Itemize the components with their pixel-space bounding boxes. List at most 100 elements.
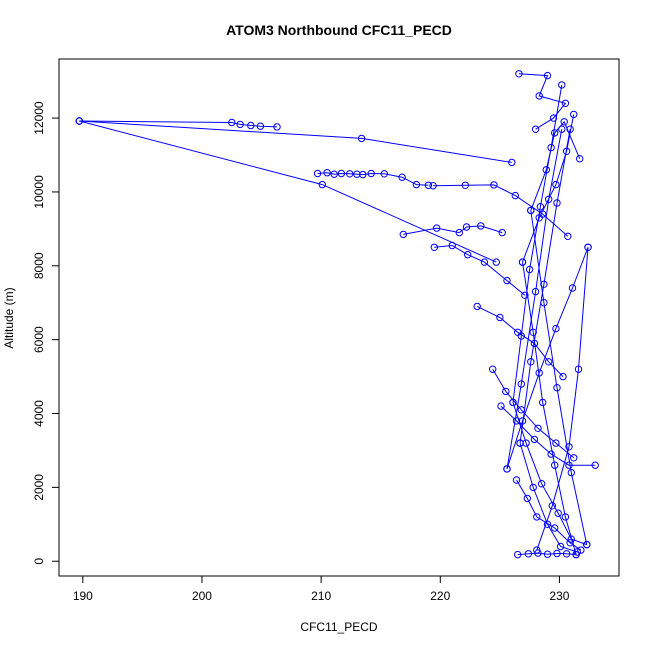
- data-point: [565, 443, 573, 451]
- x-axis-label: CFC11_PECD: [300, 620, 377, 634]
- data-point: [584, 243, 592, 252]
- data-point: [570, 454, 578, 462]
- data-point: [552, 439, 560, 447]
- data-point: [357, 134, 366, 143]
- y-tick-label: 8000: [32, 252, 46, 279]
- series: [399, 222, 506, 239]
- data-point: [565, 461, 573, 469]
- data-point: [568, 284, 577, 292]
- data-point: [533, 513, 541, 521]
- data-point: [228, 118, 236, 127]
- data-point: [529, 328, 537, 336]
- series-line: [519, 442, 578, 553]
- y-tick-label: 4000: [32, 400, 46, 427]
- data-point: [480, 258, 489, 266]
- data-point: [514, 550, 522, 559]
- data-point: [561, 513, 570, 521]
- data-point: [551, 524, 559, 532]
- data-point: [398, 173, 406, 181]
- data-point: [412, 180, 421, 189]
- data-point: [551, 461, 559, 469]
- x-tick-label: 210: [311, 589, 331, 603]
- series-line: [79, 120, 512, 163]
- series-line: [403, 225, 503, 235]
- x-axis: 190 200 210 220 230: [73, 576, 570, 603]
- data-point: [549, 114, 558, 122]
- y-tick-label: 0: [32, 558, 46, 565]
- data-point: [553, 199, 561, 207]
- data-point: [535, 92, 543, 100]
- data-point: [539, 398, 547, 407]
- data-point: [537, 480, 546, 488]
- data-point: [545, 358, 553, 366]
- data-point: [536, 203, 545, 211]
- data-point: [515, 70, 523, 78]
- data-point: [566, 539, 574, 547]
- data-point: [543, 520, 552, 528]
- data-point: [554, 509, 562, 517]
- series: [497, 402, 599, 469]
- data-point: [525, 265, 534, 274]
- data-point: [543, 550, 552, 558]
- data-point: [518, 258, 527, 266]
- data-point: [512, 476, 521, 484]
- plot-frame: [58, 58, 620, 577]
- y-tick-label: 2000: [32, 474, 46, 501]
- data-point: [429, 182, 437, 190]
- data-point: [273, 123, 281, 131]
- data-point: [399, 230, 407, 239]
- data-point: [560, 118, 568, 126]
- series-line: [500, 405, 596, 466]
- data-point: [561, 99, 570, 108]
- data-point: [548, 502, 556, 510]
- data-point: [552, 324, 560, 333]
- data-point: [498, 228, 506, 237]
- data-point: [543, 71, 552, 80]
- data-point: [511, 191, 519, 200]
- series: [489, 365, 578, 462]
- series: [503, 243, 592, 473]
- data-point: [558, 81, 566, 89]
- data-point: [516, 439, 524, 447]
- series: [430, 241, 529, 299]
- x-tick-label: 200: [192, 589, 212, 603]
- data-point: [496, 313, 504, 322]
- data-point: [455, 228, 463, 237]
- data-point: [567, 535, 575, 543]
- data-point: [552, 180, 560, 189]
- data-point: [462, 223, 471, 231]
- data-point: [535, 369, 543, 377]
- series: [514, 549, 580, 559]
- data-point: [337, 169, 346, 178]
- data-point: [562, 550, 571, 558]
- data-point: [527, 206, 535, 215]
- series: [313, 169, 433, 190]
- series-layer: [75, 70, 599, 559]
- data-point: [318, 180, 326, 189]
- data-point: [490, 181, 498, 189]
- data-point: [576, 155, 584, 163]
- x-tick-label: 190: [73, 589, 93, 603]
- data-point: [477, 222, 485, 230]
- series-line: [512, 402, 587, 546]
- data-point: [530, 435, 539, 444]
- data-point: [359, 170, 367, 179]
- series: [509, 398, 591, 549]
- data-point: [517, 380, 525, 388]
- series-line: [536, 247, 589, 551]
- y-axis-label: Altitude (m): [2, 287, 16, 348]
- series-line: [519, 129, 571, 444]
- series: [515, 70, 570, 133]
- data-point: [448, 241, 456, 250]
- series: [75, 117, 500, 266]
- data-point: [524, 550, 533, 558]
- data-point: [553, 549, 561, 558]
- data-point: [527, 358, 535, 366]
- data-point: [313, 169, 322, 178]
- data-point: [430, 243, 438, 252]
- data-point: [556, 542, 565, 551]
- series-line: [317, 172, 429, 186]
- data-point: [75, 117, 84, 125]
- series-line: [530, 210, 588, 545]
- data-point: [367, 169, 375, 178]
